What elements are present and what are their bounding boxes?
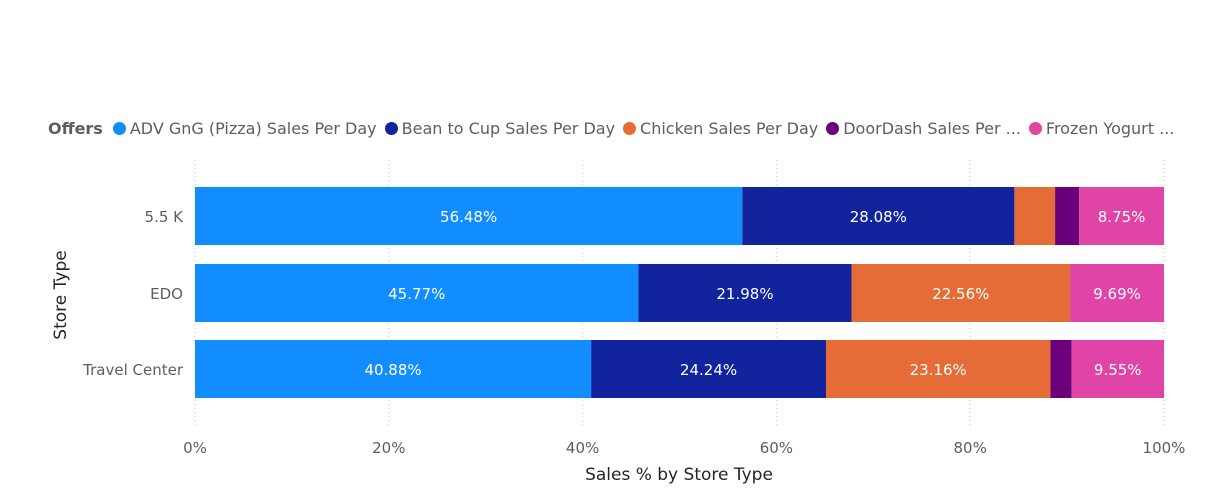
bar-segment[interactable] bbox=[195, 187, 743, 245]
x-tick-label: 60% bbox=[760, 439, 793, 457]
bar-data-label: 23.16% bbox=[910, 361, 967, 379]
x-tick-label: 20% bbox=[372, 439, 405, 457]
y-axis-title: Store Type bbox=[51, 250, 71, 339]
y-category-label: Travel Center bbox=[82, 361, 184, 379]
bar-segment[interactable] bbox=[638, 264, 852, 322]
x-tick-label: 40% bbox=[566, 439, 599, 457]
bars bbox=[195, 187, 1164, 398]
chart-legend: Offers ADV GnG (Pizza) Sales Per Day Bea… bbox=[48, 116, 1182, 140]
legend-item-chicken[interactable]: Chicken Sales Per Day bbox=[623, 119, 818, 138]
data-labels: 56.48% 28.08% 8.75% 45.77% 21.98% 22.56% 9.69%… bbox=[364, 208, 1145, 379]
legend-item-doordash[interactable]: DoorDash Sales Per ... bbox=[826, 119, 1021, 138]
x-tick-label: 0% bbox=[183, 439, 207, 457]
bar-segment[interactable] bbox=[851, 264, 1071, 322]
bar-segment[interactable] bbox=[1071, 340, 1164, 398]
bar-segment[interactable] bbox=[1079, 187, 1164, 245]
legend-item-frozen-yogurt[interactable]: Frozen Yogurt ... bbox=[1028, 118, 1175, 138]
bar-data-label: 8.75% bbox=[1098, 208, 1146, 226]
bar-data-label: 9.55% bbox=[1094, 361, 1142, 379]
legend-swatch bbox=[623, 121, 637, 135]
bar-data-label: 28.08% bbox=[850, 208, 907, 226]
legend-title: Offers bbox=[48, 118, 103, 138]
legend-item-adv-gng-pizza[interactable]: ADV GnG (Pizza) Sales Per Day bbox=[112, 118, 377, 138]
bar-segment[interactable] bbox=[591, 340, 827, 398]
bar-data-label: 9.69% bbox=[1093, 285, 1141, 303]
bar-segment[interactable] bbox=[195, 264, 639, 322]
y-category-label: EDO bbox=[150, 285, 183, 303]
legend-label: ADV GnG (Pizza) Sales Per Day bbox=[129, 118, 377, 138]
bar-segment[interactable] bbox=[1014, 187, 1056, 245]
bar-data-label: 40.88% bbox=[364, 361, 421, 379]
bar-segment[interactable] bbox=[742, 187, 1015, 245]
bar-segment[interactable] bbox=[195, 340, 592, 398]
legend-item-bean-to-cup[interactable]: Bean to Cup Sales Per Day bbox=[384, 118, 616, 138]
legend-swatch bbox=[112, 121, 126, 135]
bar-data-label: 22.56% bbox=[932, 285, 989, 303]
x-axis-title: Sales % by Store Type bbox=[585, 465, 773, 485]
axes: 0% 20% 40% 60% 80% 100% 5.5 K EDO Travel Center bbox=[82, 208, 1185, 457]
bar-data-label: 21.98% bbox=[716, 285, 773, 303]
legend-label: Frozen Yogurt ... bbox=[1045, 118, 1175, 138]
x-tick-label: 80% bbox=[954, 439, 987, 457]
x-tick-label: 100% bbox=[1143, 439, 1186, 457]
bar-data-label: 24.24% bbox=[680, 361, 737, 379]
legend-label: Bean to Cup Sales Per Day bbox=[401, 118, 616, 138]
legend-swatch bbox=[1028, 121, 1042, 135]
legend-label: Chicken Sales Per Day bbox=[640, 118, 819, 138]
bar-data-label: 45.77% bbox=[388, 285, 445, 303]
legend-label: DoorDash Sales Per ... bbox=[843, 118, 1021, 138]
bar-segment[interactable] bbox=[826, 340, 1051, 398]
bar-data-label: 56.48% bbox=[440, 208, 497, 226]
legend-swatch bbox=[826, 121, 840, 135]
bar-segment[interactable] bbox=[1055, 187, 1080, 245]
legend-swatch bbox=[384, 121, 398, 135]
bar-segment[interactable] bbox=[1050, 340, 1072, 398]
y-category-label: 5.5 K bbox=[145, 208, 185, 226]
bar-segment[interactable] bbox=[1070, 264, 1164, 322]
